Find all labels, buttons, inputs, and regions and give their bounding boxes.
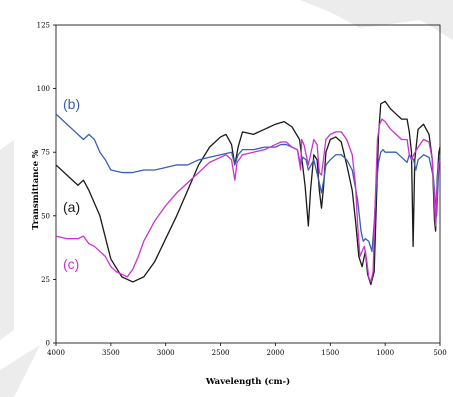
x-tick-label: 1000 — [376, 349, 394, 357]
background-shape-bottom — [0, 345, 40, 397]
x-tick-label: 4000 — [47, 349, 65, 357]
series-layer — [55, 100, 441, 286]
plot-frame — [55, 24, 441, 344]
y-axis-ticks: 0 25 50 75 100 125 — [37, 22, 56, 348]
series-line-b — [55, 113, 441, 253]
background-shape-top — [300, 0, 453, 40]
y-tick-label: 125 — [37, 22, 50, 30]
x-axis-title: Wavelength (cm-) — [205, 376, 290, 387]
series-label-a: (a) — [63, 199, 80, 215]
y-axis-title: Transmittance % — [31, 150, 41, 230]
x-tick-label: 500 — [433, 349, 446, 357]
x-tick-label: 3000 — [157, 349, 175, 357]
series-line-a — [55, 100, 441, 286]
x-tick-label: 3500 — [102, 349, 120, 357]
y-tick-label: 50 — [41, 212, 50, 220]
y-tick-label: 75 — [41, 149, 50, 157]
series-label-c: (c) — [63, 256, 79, 272]
background-shape-left — [0, 140, 14, 340]
x-tick-label: 2000 — [267, 349, 285, 357]
y-tick-label: 0 — [46, 340, 50, 348]
x-tick-label: 2500 — [212, 349, 230, 357]
x-tick-label: 1500 — [321, 349, 339, 357]
x-axis-ticks: 4000 3500 3000 2500 2000 1500 1000 500 — [47, 343, 447, 357]
y-tick-label: 100 — [37, 85, 50, 93]
y-tick-label: 25 — [41, 276, 50, 284]
series-line-c — [55, 118, 441, 283]
series-label-b: (b) — [63, 96, 80, 112]
